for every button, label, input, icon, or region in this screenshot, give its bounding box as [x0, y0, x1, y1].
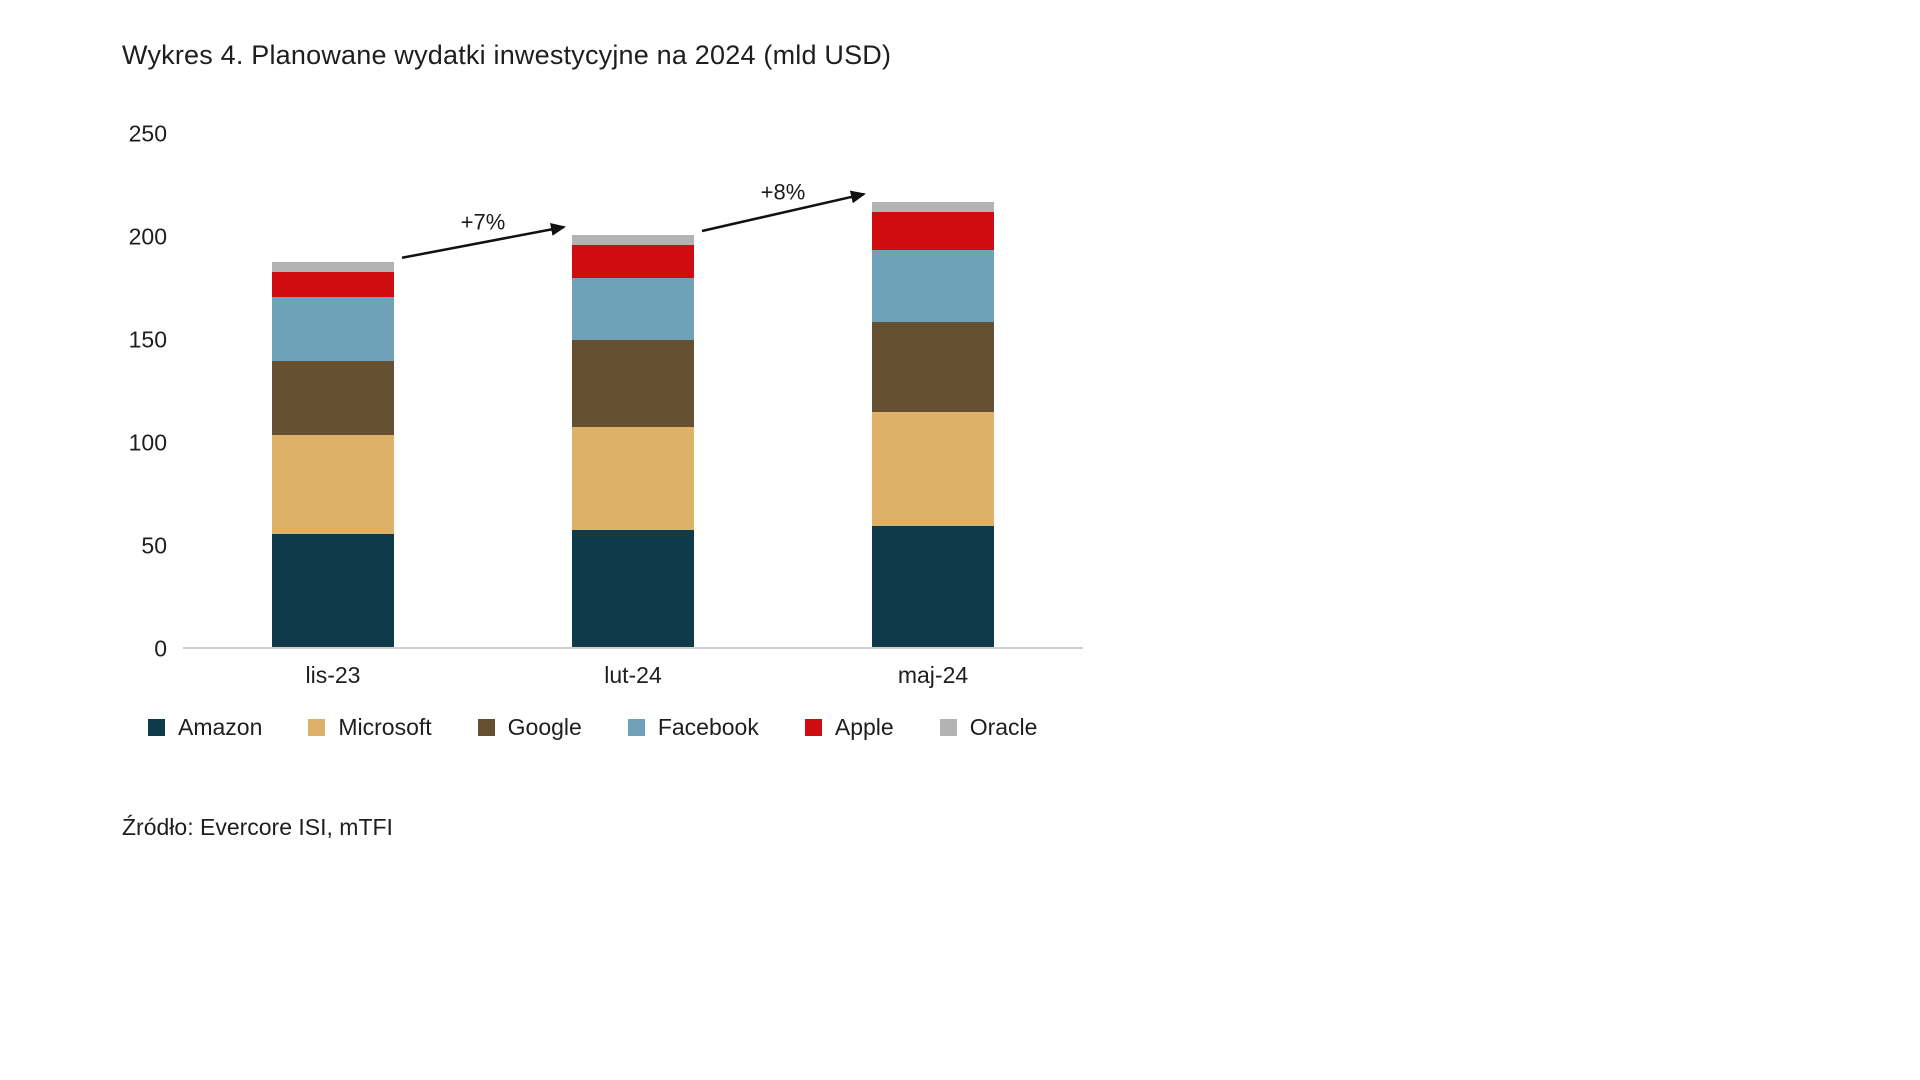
y-tick-0: 0 [154, 635, 167, 662]
segment-oracle-maj-24 [872, 202, 994, 213]
segment-microsoft-lis-23 [272, 434, 394, 534]
segment-facebook-lis-23 [272, 296, 394, 361]
legend-label-amazon: Amazon [178, 714, 263, 740]
segment-apple-maj-24 [872, 212, 994, 250]
y-tick-100: 100 [128, 429, 167, 456]
legend-item-google: Google [477, 714, 582, 741]
legend-swatch-amazon [148, 719, 165, 736]
legend-swatch-google [477, 719, 495, 736]
growth-arrow-1-2 [701, 190, 866, 233]
segment-facebook-lut-24 [572, 278, 694, 341]
x-axis-labels: lis-23 lut-24 maj-24 [183, 662, 1083, 694]
legend-label-google: Google [507, 714, 582, 740]
growth-label-0-1: +7% [461, 209, 506, 234]
legend-label-microsoft: Microsoft [338, 714, 432, 740]
legend-item-amazon: Amazon [148, 714, 262, 741]
legend-swatch-facebook [627, 719, 645, 736]
segment-amazon-lut-24 [572, 529, 694, 647]
segment-amazon-maj-24 [872, 525, 994, 647]
bar-maj-24 [872, 202, 994, 647]
legend-item-apple: Apple [804, 714, 894, 741]
growth-label-1-2: +8% [761, 180, 806, 205]
source-note: Źródło: Evercore ISI, mTFI [122, 814, 393, 840]
segment-google-maj-24 [872, 321, 994, 413]
segment-google-lut-24 [572, 340, 694, 427]
chart-title: Wykres 4. Planowane wydatki inwestycyjne… [122, 40, 892, 70]
bar-lut-24 [572, 235, 694, 647]
legend-label-facebook: Facebook [657, 714, 759, 740]
legend-item-facebook: Facebook [627, 714, 759, 741]
legend-item-microsoft: Microsoft [308, 714, 432, 741]
growth-arrow-0-1 [401, 223, 566, 260]
legend-swatch-oracle [939, 719, 957, 736]
x-tick-maj-24: maj-24 [897, 662, 969, 688]
segment-google-lis-23 [272, 360, 394, 435]
legend-label-oracle: Oracle [969, 714, 1038, 740]
plot-area: +7% +8% [183, 134, 1083, 649]
x-tick-lis-23: lis-23 [305, 662, 361, 688]
growth-arrows: +7% +8% [401, 180, 866, 260]
segment-microsoft-lut-24 [572, 426, 694, 530]
legend-swatch-apple [804, 719, 822, 736]
y-tick-250: 250 [128, 120, 167, 147]
segment-microsoft-maj-24 [872, 412, 994, 526]
segment-apple-lut-24 [572, 245, 694, 279]
y-tick-200: 200 [128, 223, 167, 250]
y-tick-150: 150 [128, 326, 167, 353]
y-tick-50: 50 [141, 532, 167, 559]
segment-oracle-lut-24 [572, 235, 694, 246]
y-axis-labels: 0 50 100 150 200 250 [90, 121, 167, 662]
legend-item-oracle: Oracle [939, 714, 1038, 741]
segment-apple-lis-23 [272, 272, 394, 297]
segment-facebook-maj-24 [872, 249, 994, 322]
legend: Amazon Microsoft Google Facebook Apple Oracle [148, 714, 1037, 741]
segment-amazon-lis-23 [272, 533, 394, 647]
x-tick-lut-24: lut-24 [604, 662, 662, 688]
segment-oracle-lis-23 [272, 261, 394, 273]
bar-lis-23 [272, 261, 394, 647]
legend-swatch-microsoft [308, 719, 326, 736]
legend-label-apple: Apple [834, 714, 894, 740]
